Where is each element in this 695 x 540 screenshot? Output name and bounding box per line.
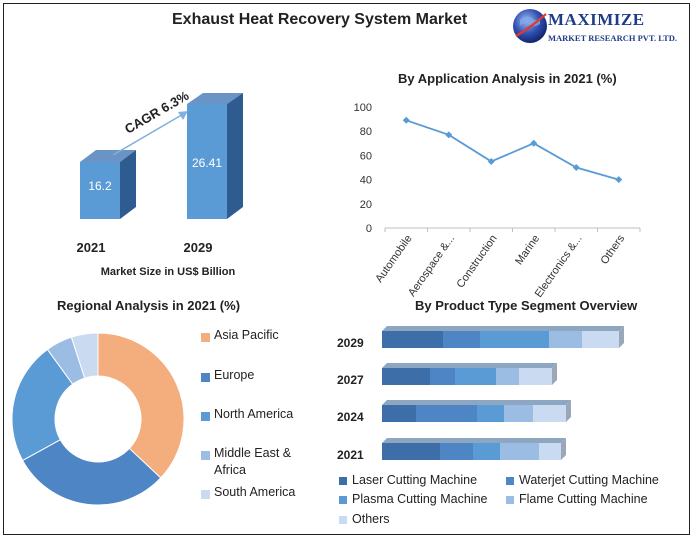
segment-waterjet-cutting-machine-2027	[430, 368, 455, 385]
y-tick-label: 100	[354, 102, 372, 114]
bar-top-face-2024	[382, 400, 571, 405]
segment-waterjet-cutting-machine-2024	[416, 405, 477, 422]
bar-side-face-2029	[619, 326, 624, 348]
bar-top-face-2029	[382, 326, 624, 331]
market-size-caption: Market Size in US$ Billion	[101, 266, 236, 278]
segment-plasma-cutting-machine-2021	[473, 443, 500, 460]
segment-flame-cutting-machine-2021	[500, 443, 539, 460]
legend-swatch-flame-cutting-machine	[506, 496, 514, 504]
y-tick-label: 20	[360, 199, 372, 211]
bar-value-2029: 26.41	[192, 156, 222, 170]
company-logo: MAXIMIZE MARKET RESEARCH PVT. LTD.	[510, 6, 690, 54]
y-tick-label: 0	[366, 223, 372, 235]
legend-label-waterjet-cutting-machine: Waterjet Cutting Machine	[519, 473, 659, 487]
cagr-arrow-line	[112, 112, 186, 156]
bar-top-face-2027	[382, 363, 557, 368]
segment-plasma-cutting-machine-2029	[480, 331, 549, 348]
segment-others-2027	[519, 368, 552, 385]
cagr-arrowhead-icon	[178, 111, 188, 120]
regional-chart-title: Regional Analysis in 2021 (%)	[57, 298, 241, 313]
segment-laser-cutting-machine-2024	[382, 405, 416, 422]
logo-subtitle: MARKET RESEARCH PVT. LTD.	[548, 33, 678, 43]
legend-label-europe: Europe	[214, 368, 255, 382]
donut-slice-europe	[21, 439, 162, 506]
legend-swatch-others	[339, 516, 347, 524]
donut-slice-south-america	[70, 332, 99, 379]
year-label-2024: 2024	[337, 410, 364, 424]
bar-value-2021: 16.2	[88, 179, 112, 193]
legend-swatch-middle-east-africa	[201, 451, 210, 460]
donut-slice-north-america	[11, 348, 74, 462]
legend-swatch-asia-pacific	[201, 333, 210, 342]
legend-label-flame-cutting-machine: Flame Cutting Machine	[519, 492, 648, 506]
data-point-others	[615, 176, 623, 184]
segment-others-2024	[533, 405, 566, 422]
application-series-line	[405, 119, 619, 181]
application-chart-title: By Application Analysis in 2021 (%)	[398, 71, 617, 86]
legend-label-north-america: North America	[214, 407, 294, 421]
legend-label-middle-east-africa: Africa	[214, 463, 246, 477]
legend-swatch-plasma-cutting-machine	[339, 496, 347, 504]
legend-swatch-europe	[201, 373, 210, 382]
donut-slice-asia-pacific	[97, 332, 185, 479]
segment-plasma-cutting-machine-2024	[477, 405, 504, 422]
bar-side-face-2021	[561, 438, 566, 460]
data-point-automobile	[402, 116, 410, 124]
logo-name: MAXIMIZE	[548, 10, 645, 29]
main-title: Exhaust Heat Recovery System Market	[172, 11, 468, 28]
legend-label-plasma-cutting-machine: Plasma Cutting Machine	[352, 492, 488, 506]
bar-side-face-2027	[552, 363, 557, 385]
segment-others-2029	[582, 331, 619, 348]
year-label-2021: 2021	[77, 240, 106, 255]
legend-label-others: Others	[352, 512, 390, 526]
segment-laser-cutting-machine-2027	[382, 368, 430, 385]
year-label-2027: 2027	[337, 373, 364, 387]
legend-label-asia-pacific: Asia Pacific	[214, 328, 279, 342]
legend-swatch-laser-cutting-machine	[339, 477, 347, 485]
legend-label-south-america: South America	[214, 485, 296, 499]
segment-waterjet-cutting-machine-2029	[443, 331, 480, 348]
data-point-construction	[487, 157, 495, 165]
year-label-2029: 2029	[184, 240, 213, 255]
segment-laser-cutting-machine-2021	[382, 443, 440, 460]
segment-laser-cutting-machine-2029	[382, 331, 443, 348]
year-label-2021: 2021	[337, 448, 364, 462]
globe-logo-icon	[513, 9, 547, 43]
legend-label-middle-east-africa: Middle East &	[214, 446, 292, 460]
bar-side-face-2024	[566, 400, 571, 422]
year-label-2029: 2029	[337, 336, 364, 350]
legend-label-laser-cutting-machine: Laser Cutting Machine	[352, 473, 478, 487]
data-point-electronics	[572, 164, 580, 171]
y-tick-label: 80	[360, 126, 372, 138]
segment-flame-cutting-machine-2024	[504, 405, 533, 422]
segment-others-2021	[539, 443, 561, 460]
data-point-marine	[530, 139, 538, 147]
product-chart-title: By Product Type Segment Overview	[415, 298, 638, 313]
bar-2029	[187, 93, 243, 219]
legend-swatch-north-america	[201, 412, 210, 421]
segment-flame-cutting-machine-2029	[549, 331, 582, 348]
segment-waterjet-cutting-machine-2021	[440, 443, 473, 460]
infographic-frame	[3, 3, 690, 535]
legend-swatch-south-america	[201, 490, 210, 499]
bar-top-face-2021	[382, 438, 566, 443]
bar-2021	[80, 150, 136, 219]
y-tick-label: 60	[360, 150, 372, 162]
legend-swatch-waterjet-cutting-machine	[506, 477, 514, 485]
y-tick-label: 40	[360, 175, 372, 187]
segment-flame-cutting-machine-2027	[496, 368, 519, 385]
segment-plasma-cutting-machine-2027	[455, 368, 496, 385]
data-point-aerospace	[445, 131, 453, 139]
